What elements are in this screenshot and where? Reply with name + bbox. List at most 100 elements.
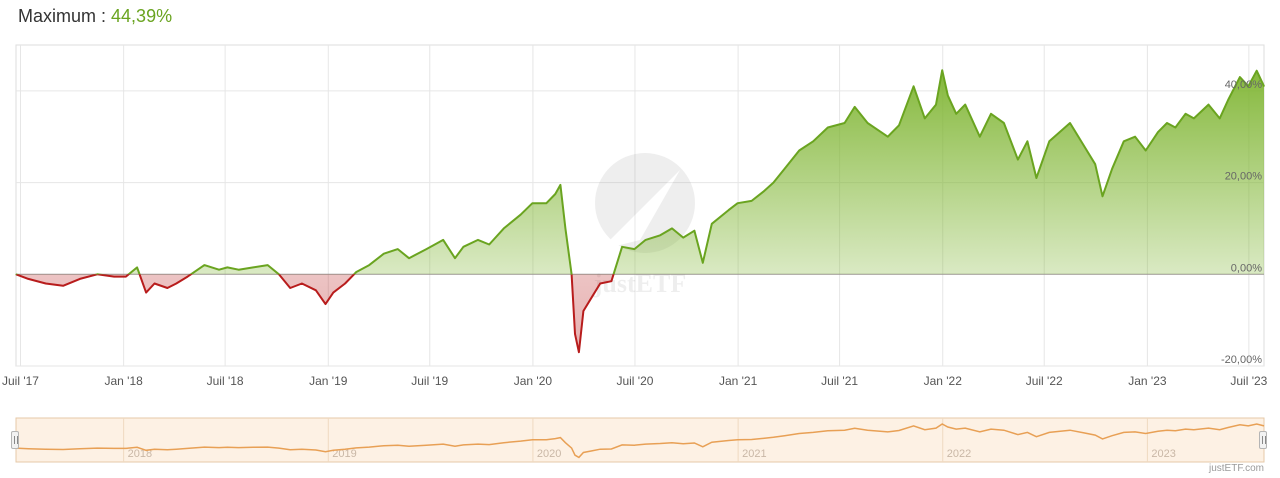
data-point [462,246,464,248]
data-point [979,136,981,138]
data-point [383,253,385,255]
data-point [153,282,156,285]
data-point [1157,131,1159,133]
x-tick-label: Jan '19 [309,374,348,388]
data-point [582,310,585,312]
data-point [1256,70,1258,72]
data-point [425,248,427,250]
x-tick-label: Juil '20 [616,374,653,388]
data-point [278,273,280,275]
data-point [990,113,992,115]
data-point [289,287,291,289]
data-point [854,106,856,108]
data-point [633,248,636,250]
navigator-year-label: 2020 [537,448,561,460]
data-point [368,264,370,266]
data-point [136,266,138,268]
data-point [238,269,240,271]
data-point [659,234,661,236]
data-point [682,237,684,239]
data-point [621,246,623,248]
data-point [947,94,949,96]
data-point [798,149,800,152]
navigator-right-handle[interactable] [1259,431,1267,449]
data-point [503,227,505,229]
data-point [332,292,334,294]
data-point [187,276,189,278]
data-point [79,278,81,280]
data-point [125,276,127,278]
data-point [812,140,814,142]
data-point [1174,126,1176,129]
data-point [113,276,115,278]
data-point [578,351,580,353]
negative-area [16,274,1264,353]
data-point [693,230,696,232]
data-point [913,85,915,87]
data-point [442,239,444,241]
data-point [574,333,576,335]
x-tick-label: Jan '18 [104,374,143,388]
data-point [145,292,147,294]
data-point [1247,85,1249,87]
data-point [1101,195,1104,197]
data-point [772,182,775,184]
navigator-left-handle[interactable] [11,431,19,449]
data-point [1111,168,1113,170]
data-point [935,104,937,106]
data-point [315,289,317,291]
data-point [531,202,534,204]
maximum-value: 44,39% [111,6,173,26]
data-point [955,113,957,115]
data-point [218,269,220,271]
data-point [887,136,889,138]
data-point [728,209,730,211]
navigator-year-label: 2019 [332,448,356,460]
data-point [564,227,567,229]
data-point [671,227,673,229]
data-point [175,282,177,285]
data-point [488,243,490,246]
data-point [737,202,739,204]
data-point [964,104,966,106]
data-point [645,239,647,241]
data-point [571,273,573,275]
navigator-range [15,417,1265,463]
x-tick-label: Juil '22 [1026,374,1063,388]
data-point [1035,177,1037,179]
data-point [784,168,786,170]
data-point [762,191,764,193]
x-tick-label: Juil '18 [207,374,244,388]
data-point [1026,140,1028,142]
x-axis-labels: Juil '17 Jan '18 Juil '18 Jan '19 Juil '19 Ja… [2,374,1268,388]
data-point [1017,159,1019,161]
data-point [941,69,943,71]
data-point [27,278,29,280]
data-point [15,273,17,275]
data-point [45,282,47,285]
data-point [62,285,64,287]
data-point [827,126,829,129]
data-point [520,214,522,216]
navigator[interactable]: 2018 2019 2020 2021 2022 2023 [15,417,1265,463]
data-point [1069,122,1071,124]
data-point [1003,122,1005,124]
x-tick-label: Jan '20 [514,374,553,388]
data-point [344,282,346,285]
data-point [1263,85,1265,87]
y-tick-label: -20,00% [1221,354,1262,366]
data-point [1134,136,1136,138]
data-point [591,296,593,298]
y-tick-label: 20,00% [1225,171,1263,183]
x-tick-label: Juil '19 [411,374,448,388]
data-point [924,117,926,119]
data-point [711,223,713,225]
data-point [203,264,205,266]
data-point [397,248,399,250]
x-tick-label: Jan '23 [1128,374,1167,388]
data-point [554,193,556,195]
data-point [1166,122,1168,124]
data-point [844,122,846,124]
data-point [454,257,456,259]
